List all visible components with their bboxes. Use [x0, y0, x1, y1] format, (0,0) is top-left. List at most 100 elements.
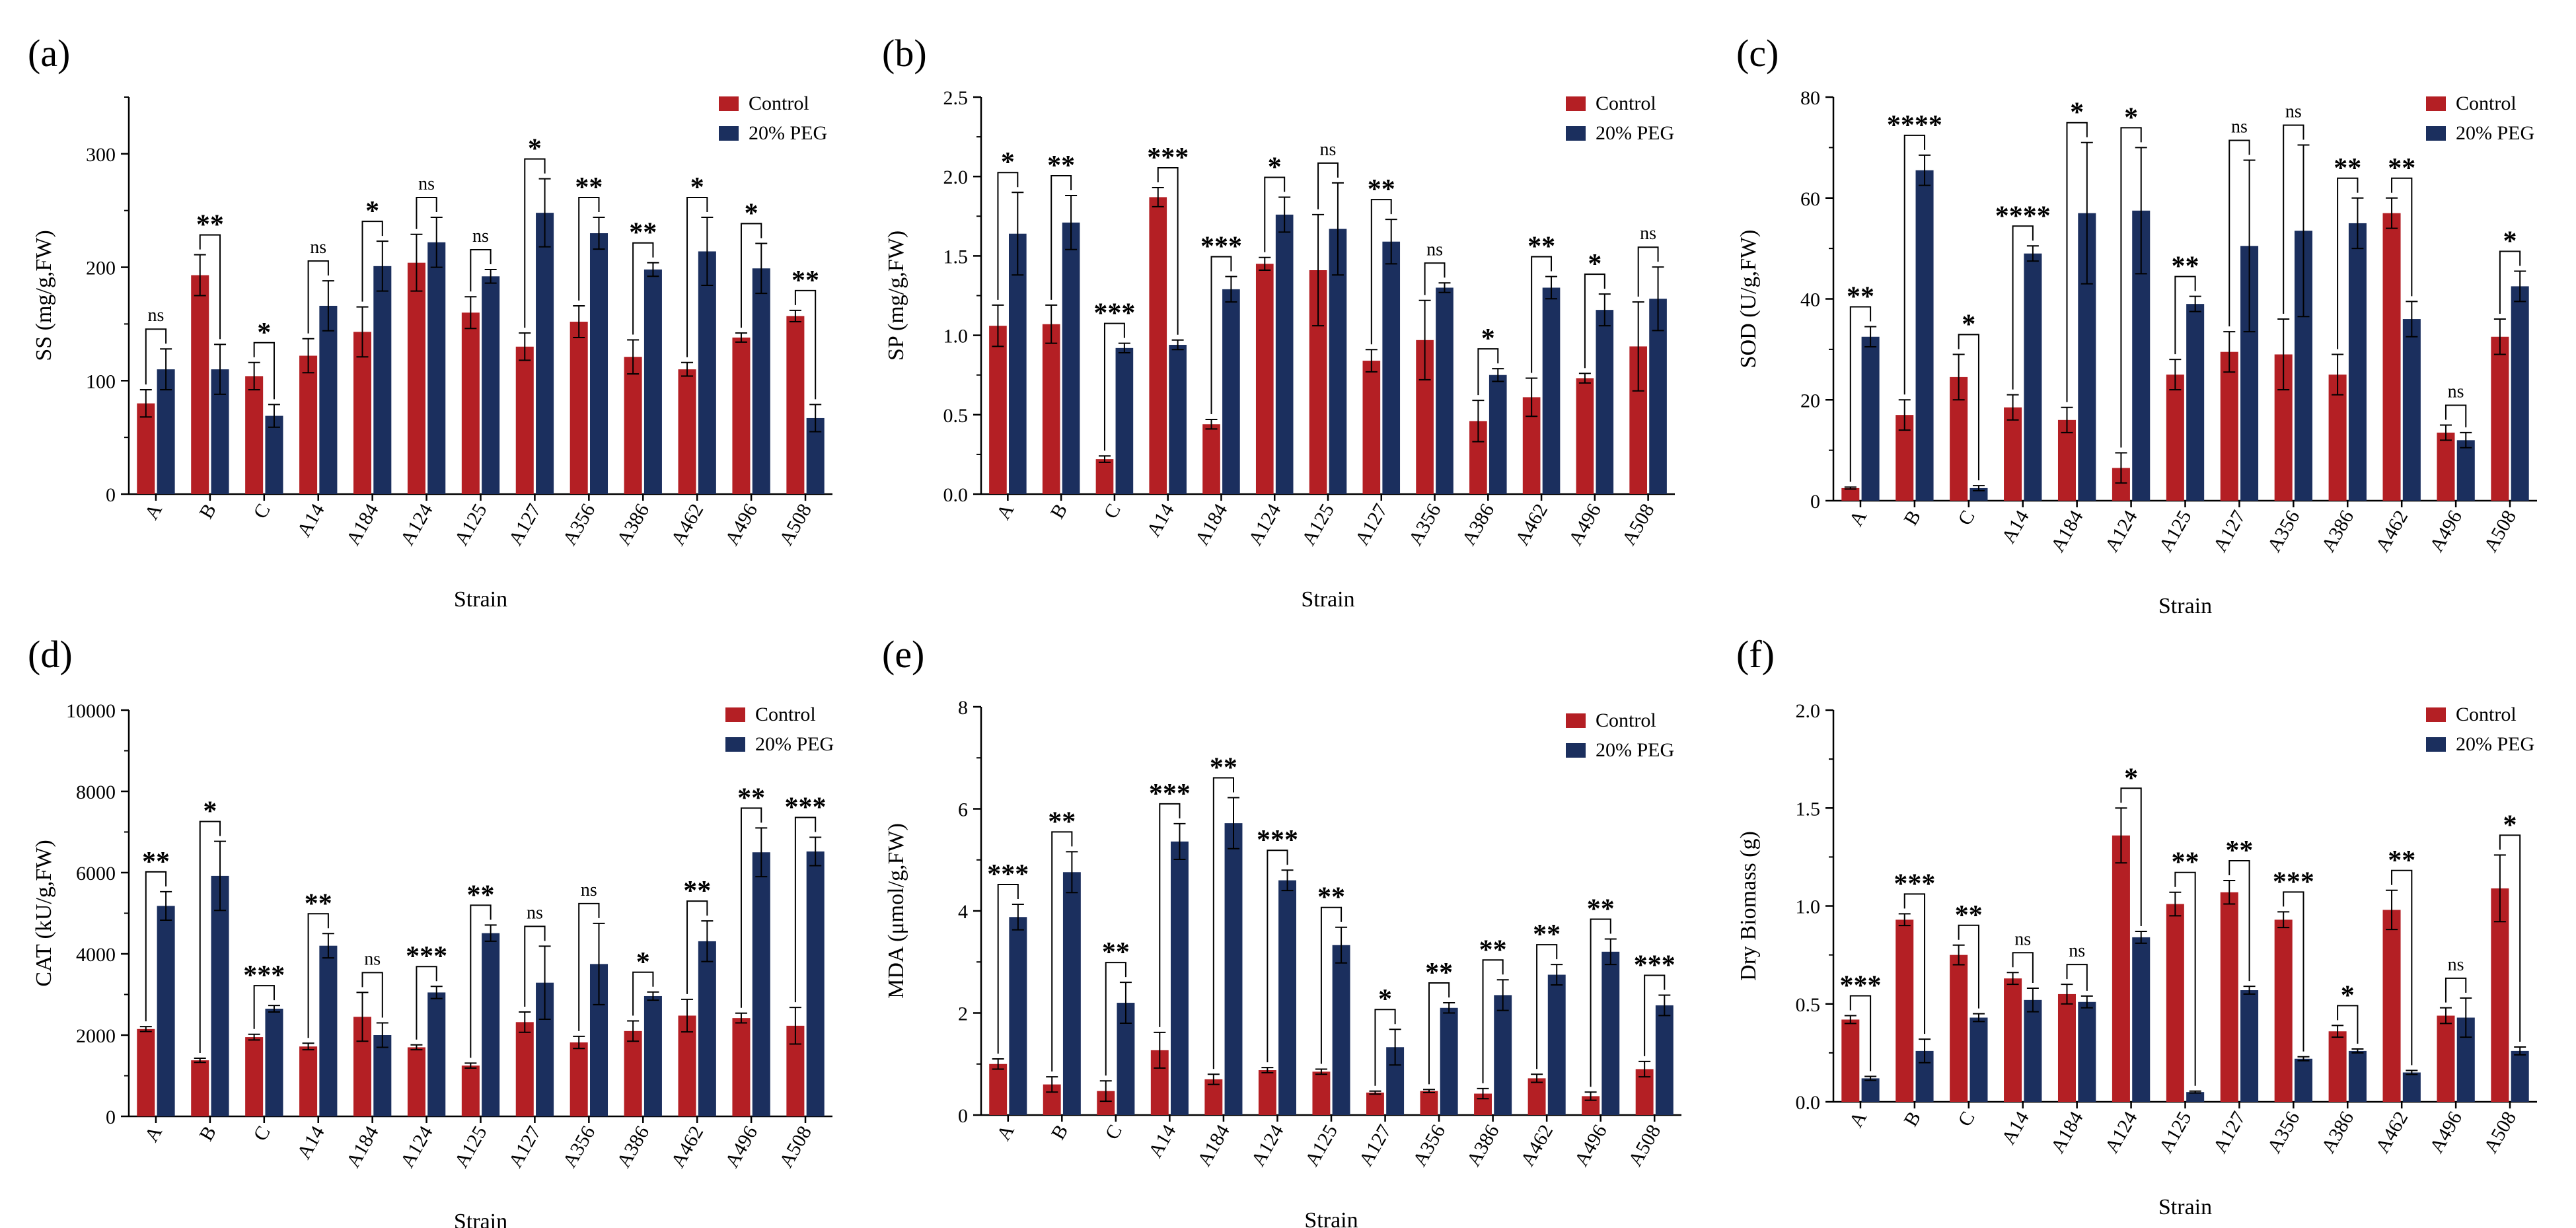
- bar-peg: [427, 242, 446, 494]
- x-tick-label: A125: [2155, 507, 2196, 556]
- bar-peg: [1275, 214, 1294, 494]
- significance-bracket: [997, 883, 1019, 1054]
- significance-label: **: [1048, 807, 1076, 837]
- significance-bracket: [1536, 944, 1558, 1069]
- significance-bracket: [1424, 262, 1446, 295]
- bar-peg: [1062, 872, 1081, 1115]
- x-tick-label: A125: [2155, 1108, 2196, 1157]
- x-tick-label: A386: [612, 1122, 653, 1171]
- bar-control: [353, 332, 372, 494]
- bar-control: [137, 403, 155, 494]
- x-tick-label: A462: [1516, 1121, 1557, 1170]
- bar-peg: [1382, 241, 1401, 494]
- significance-label: *: [1268, 152, 1282, 182]
- x-tick-label: C: [249, 1122, 275, 1145]
- legend-label-peg: 20% PEG: [2456, 733, 2534, 755]
- significance-label: **: [1847, 282, 1874, 312]
- significance-bracket: [2066, 122, 2088, 402]
- bar-control: [299, 1046, 318, 1116]
- x-tick-label: A184: [342, 500, 383, 549]
- y-tick-label: 6000: [76, 863, 116, 885]
- bar-control: [786, 316, 805, 494]
- significance-bracket: [361, 972, 383, 1018]
- significance-bracket: [632, 971, 654, 1016]
- significance-bracket: [1370, 199, 1392, 345]
- x-tick-label: A184: [2047, 507, 2088, 556]
- significance-label: **: [1425, 958, 1453, 988]
- significance-label-ns: ns: [364, 949, 381, 969]
- significance-bracket: [686, 900, 708, 994]
- x-tick-label: A127: [2209, 507, 2250, 556]
- significance-bracket: [145, 871, 167, 1022]
- bar-peg: [1169, 345, 1187, 494]
- significance-label: *: [636, 947, 650, 978]
- bar-peg: [319, 305, 338, 494]
- significance-label: *: [1588, 249, 1601, 279]
- significance-label: ***: [1257, 825, 1298, 855]
- x-tick-label: A386: [2317, 1108, 2358, 1157]
- significance-label-ns: ns: [2231, 116, 2248, 137]
- y-tick-label: 0: [106, 484, 116, 506]
- x-tick-label: A184: [2047, 1108, 2088, 1157]
- x-tick-label: A124: [1244, 500, 1285, 549]
- x-tick-label: A14: [293, 1122, 328, 1163]
- panel-label: (b): [882, 32, 927, 75]
- significance-label-ns: ns: [310, 237, 326, 258]
- legend-swatch-peg: [2426, 126, 2446, 141]
- significance-bracket: [1849, 306, 1872, 482]
- significance-label: *: [257, 318, 271, 348]
- bar-peg: [482, 933, 500, 1116]
- significance-label: ***: [406, 941, 447, 972]
- bar-control: [191, 1060, 209, 1116]
- significance-label: ***: [785, 792, 827, 822]
- bar-peg: [589, 233, 608, 494]
- legend-swatch-peg: [719, 126, 739, 141]
- bar-control: [624, 357, 642, 494]
- x-tick-label: A14: [1997, 1108, 2033, 1148]
- y-tick-label: 40: [1800, 289, 1820, 311]
- significance-label: *: [365, 196, 379, 227]
- bar-peg: [1861, 1078, 1880, 1102]
- significance-label: *: [745, 199, 758, 229]
- bar-peg: [1596, 310, 1614, 494]
- bar-peg: [806, 851, 825, 1116]
- x-tick-label: A508: [1624, 1121, 1665, 1170]
- y-tick-label: 2: [958, 1003, 968, 1025]
- significance-bracket: [253, 985, 275, 1029]
- bar-control: [2166, 375, 2184, 501]
- bar-control: [1149, 197, 1167, 494]
- bar-peg: [698, 251, 716, 494]
- significance-label-ns: ns: [581, 880, 597, 900]
- x-tick-label: A127: [505, 500, 546, 549]
- bar-control: [2004, 407, 2022, 501]
- significance-label: ***: [1093, 299, 1135, 329]
- bar-peg: [482, 276, 500, 494]
- bar-control: [1420, 1091, 1438, 1115]
- x-axis-label: Strain: [1301, 587, 1354, 612]
- bar-peg: [2132, 937, 2151, 1102]
- significance-label: *: [2124, 763, 2138, 793]
- chart-panel-4: (d) 0 2000 4000 6000 8000 10000 CAT (kU/g,FW) St…: [28, 633, 834, 1228]
- bar-peg: [752, 268, 770, 494]
- x-tick-label: A14: [1144, 1121, 1180, 1161]
- significance-label: **: [1102, 937, 1130, 968]
- y-tick-label: 4000: [76, 944, 116, 966]
- x-tick-label: A496: [721, 500, 762, 549]
- significance-bracket: [2174, 275, 2196, 355]
- bar-control: [461, 1065, 480, 1116]
- significance-label: **: [467, 880, 495, 910]
- x-tick-label: A496: [1564, 500, 1605, 549]
- y-tick-label: 60: [1800, 188, 1820, 210]
- x-tick-label: A124: [1247, 1121, 1288, 1170]
- x-tick-label: A125: [1301, 1121, 1342, 1170]
- bar-peg: [1649, 299, 1667, 494]
- significance-bracket: [1317, 162, 1339, 209]
- significance-label-ns: ns: [2448, 955, 2464, 975]
- significance-label: ***: [1839, 971, 1881, 1001]
- bar-control: [407, 1047, 425, 1116]
- significance-bracket: [1264, 176, 1286, 252]
- x-tick-label: A508: [2480, 1108, 2521, 1157]
- significance-label: **: [1479, 935, 1507, 965]
- significance-label: *: [1481, 324, 1495, 354]
